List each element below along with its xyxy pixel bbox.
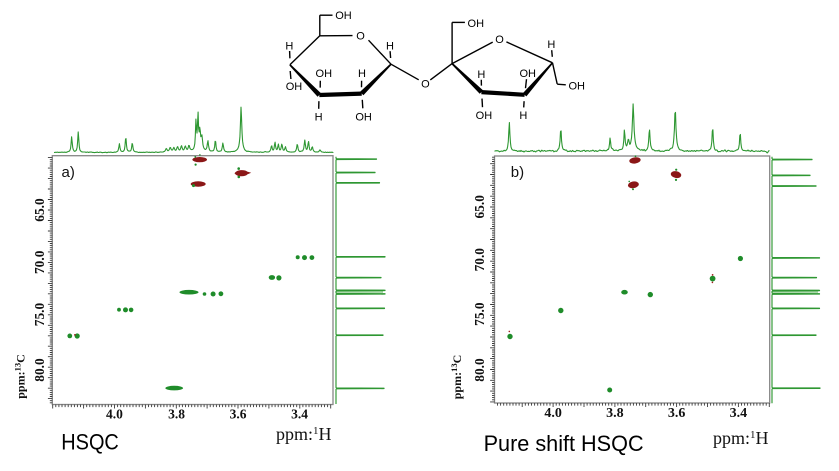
- svg-text:H: H: [547, 39, 555, 51]
- svg-text:O: O: [421, 79, 430, 91]
- svg-text:OH: OH: [286, 81, 303, 93]
- svg-text:75.0: 75.0: [32, 302, 47, 326]
- svg-text:OH: OH: [476, 110, 493, 122]
- svg-text:OH: OH: [335, 10, 352, 22]
- svg-text:OH: OH: [568, 80, 585, 92]
- svg-text:3.4: 3.4: [730, 406, 748, 421]
- svg-text:O: O: [356, 31, 365, 43]
- svg-text:HSQC: HSQC: [61, 430, 119, 455]
- svg-text:3.4: 3.4: [291, 407, 308, 422]
- svg-text:H: H: [358, 68, 366, 80]
- svg-text:75.0: 75.0: [472, 302, 487, 326]
- svg-text:b): b): [511, 164, 524, 181]
- svg-text:H: H: [315, 111, 323, 123]
- svg-text:H: H: [477, 69, 485, 81]
- svg-text:OH: OH: [519, 68, 536, 80]
- svg-text:ppm:13C: ppm:13C: [449, 355, 464, 400]
- svg-text:ppm:1H: ppm:1H: [713, 428, 769, 448]
- svg-text:H: H: [519, 110, 527, 122]
- svg-text:H: H: [386, 41, 394, 53]
- svg-text:OH: OH: [355, 111, 372, 123]
- svg-text:O: O: [495, 34, 504, 46]
- svg-text:Pure shift HSQC: Pure shift HSQC: [484, 431, 644, 456]
- svg-text:OH: OH: [468, 18, 485, 30]
- svg-text:70.0: 70.0: [32, 250, 47, 274]
- svg-text:65.0: 65.0: [32, 198, 47, 222]
- svg-text:H: H: [285, 41, 293, 53]
- svg-text:ppm:13C: ppm:13C: [13, 354, 28, 399]
- svg-text:3.6: 3.6: [230, 407, 247, 422]
- svg-text:OH: OH: [316, 68, 333, 80]
- svg-text:3.8: 3.8: [168, 407, 185, 422]
- svg-text:80.0: 80.0: [32, 358, 47, 382]
- svg-text:4.0: 4.0: [106, 407, 123, 422]
- svg-text:70.0: 70.0: [472, 248, 487, 272]
- svg-text:3.8: 3.8: [606, 406, 624, 421]
- svg-text:3.6: 3.6: [668, 406, 686, 421]
- svg-text:ppm:1H: ppm:1H: [276, 424, 332, 444]
- svg-text:4.0: 4.0: [544, 406, 562, 421]
- svg-text:80.0: 80.0: [472, 358, 487, 382]
- svg-text:a): a): [62, 164, 75, 181]
- svg-text:65.0: 65.0: [472, 195, 487, 219]
